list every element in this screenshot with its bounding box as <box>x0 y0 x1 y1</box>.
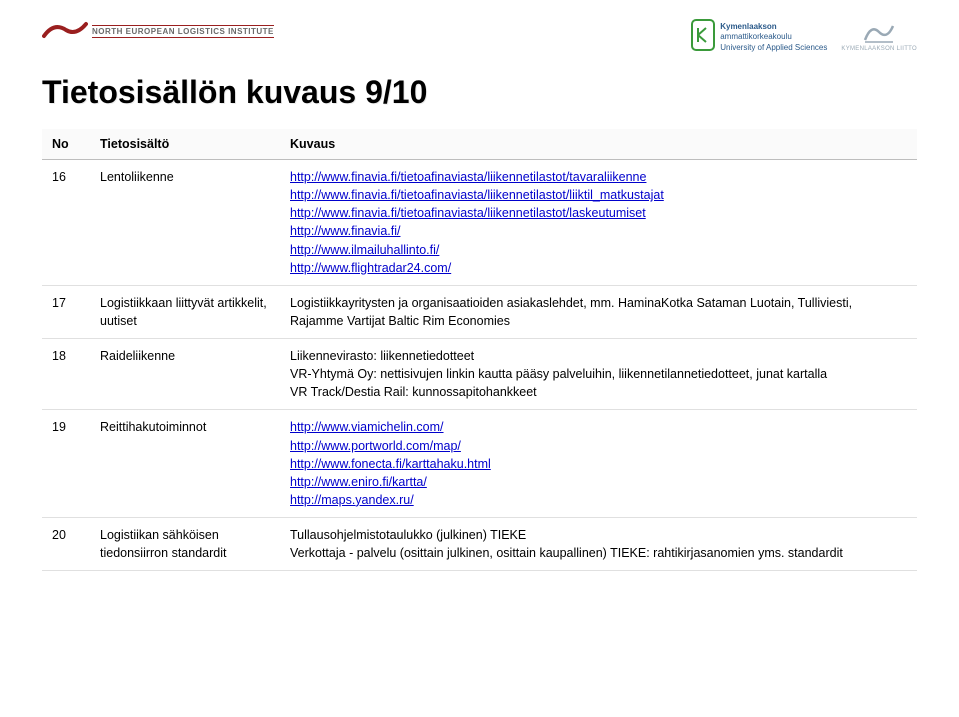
row-topic: Reittihakutoiminnot <box>90 410 280 518</box>
kyamk-line3: University of Applied Sciences <box>720 43 827 53</box>
right-logos: Kymenlaakson ammattikorkeakoulu Universi… <box>690 18 917 57</box>
row-topic: Lentoliikenne <box>90 160 280 286</box>
row-desc: Liikennevirasto: liikennetiedotteetVR-Yh… <box>280 339 917 410</box>
link[interactable]: http://www.ilmailuhallinto.fi/ <box>290 243 439 257</box>
link[interactable]: http://www.finavia.fi/tietoafinaviasta/l… <box>290 188 664 202</box>
kyamk-line1: Kymenlaakson <box>720 22 827 32</box>
page-title: Tietosisällön kuvaus 9/10 <box>42 74 917 111</box>
table-body: 16 Lentoliikenne http://www.finavia.fi/t… <box>42 160 917 571</box>
link[interactable]: http://www.eniro.fi/kartta/ <box>290 475 427 489</box>
neli-logo-icon <box>42 18 88 45</box>
col-header-no: No <box>42 129 90 160</box>
neli-logo-text: NORTH EUROPEAN LOGISTICS INSTITUTE <box>92 25 274 38</box>
kymenlaakso-liitto-text: KYMENLAAKSON LIITTO <box>841 46 917 52</box>
link[interactable]: http://www.finavia.fi/tietoafinaviasta/l… <box>290 206 646 220</box>
kyamk-logo-icon <box>690 18 716 57</box>
row-topic: Logistiikan sähköisen tiedonsiirron stan… <box>90 518 280 571</box>
row-topic: Raideliikenne <box>90 339 280 410</box>
row-no: 19 <box>42 410 90 518</box>
content-table: No Tietosisältö Kuvaus 16 Lentoliikenne … <box>42 129 917 571</box>
kymenlaakso-liitto-logo: KYMENLAAKSON LIITTO <box>841 18 917 52</box>
row-desc: http://www.viamichelin.com/ http://www.p… <box>280 410 917 518</box>
col-header-topic: Tietosisältö <box>90 129 280 160</box>
kymenlaakso-liitto-icon <box>861 18 897 46</box>
row-no: 16 <box>42 160 90 286</box>
link[interactable]: http://maps.yandex.ru/ <box>290 493 414 507</box>
row-no: 17 <box>42 285 90 338</box>
kyamk-line2: ammattikorkeakoulu <box>720 32 827 42</box>
kyamk-logo-text: Kymenlaakson ammattikorkeakoulu Universi… <box>720 22 827 53</box>
header-logos: NORTH EUROPEAN LOGISTICS INSTITUTE Kymen… <box>42 18 917 66</box>
table-row: 18 Raideliikenne Liikennevirasto: liiken… <box>42 339 917 410</box>
col-header-desc: Kuvaus <box>280 129 917 160</box>
kyamk-logo: Kymenlaakson ammattikorkeakoulu Universi… <box>690 18 827 57</box>
row-desc: Tullausohjelmistotaulukko (julkinen) TIE… <box>280 518 917 571</box>
link[interactable]: http://www.finavia.fi/tietoafinaviasta/l… <box>290 170 646 184</box>
link[interactable]: http://www.fonecta.fi/karttahaku.html <box>290 457 491 471</box>
row-topic: Logistiikkaan liittyvät artikkelit, uuti… <box>90 285 280 338</box>
row-desc: http://www.finavia.fi/tietoafinaviasta/l… <box>280 160 917 286</box>
row-desc: Logistiikkayritysten ja organisaatioiden… <box>280 285 917 338</box>
table-row: 16 Lentoliikenne http://www.finavia.fi/t… <box>42 160 917 286</box>
row-no: 20 <box>42 518 90 571</box>
table-row: 20 Logistiikan sähköisen tiedonsiirron s… <box>42 518 917 571</box>
link[interactable]: http://www.portworld.com/map/ <box>290 439 461 453</box>
row-no: 18 <box>42 339 90 410</box>
link[interactable]: http://www.viamichelin.com/ <box>290 420 444 434</box>
link[interactable]: http://www.flightradar24.com/ <box>290 261 451 275</box>
table-row: 17 Logistiikkaan liittyvät artikkelit, u… <box>42 285 917 338</box>
table-row: 19 Reittihakutoiminnot http://www.viamic… <box>42 410 917 518</box>
link[interactable]: http://www.finavia.fi/ <box>290 224 400 238</box>
table-header-row: No Tietosisältö Kuvaus <box>42 129 917 160</box>
neli-logo: NORTH EUROPEAN LOGISTICS INSTITUTE <box>42 18 274 45</box>
